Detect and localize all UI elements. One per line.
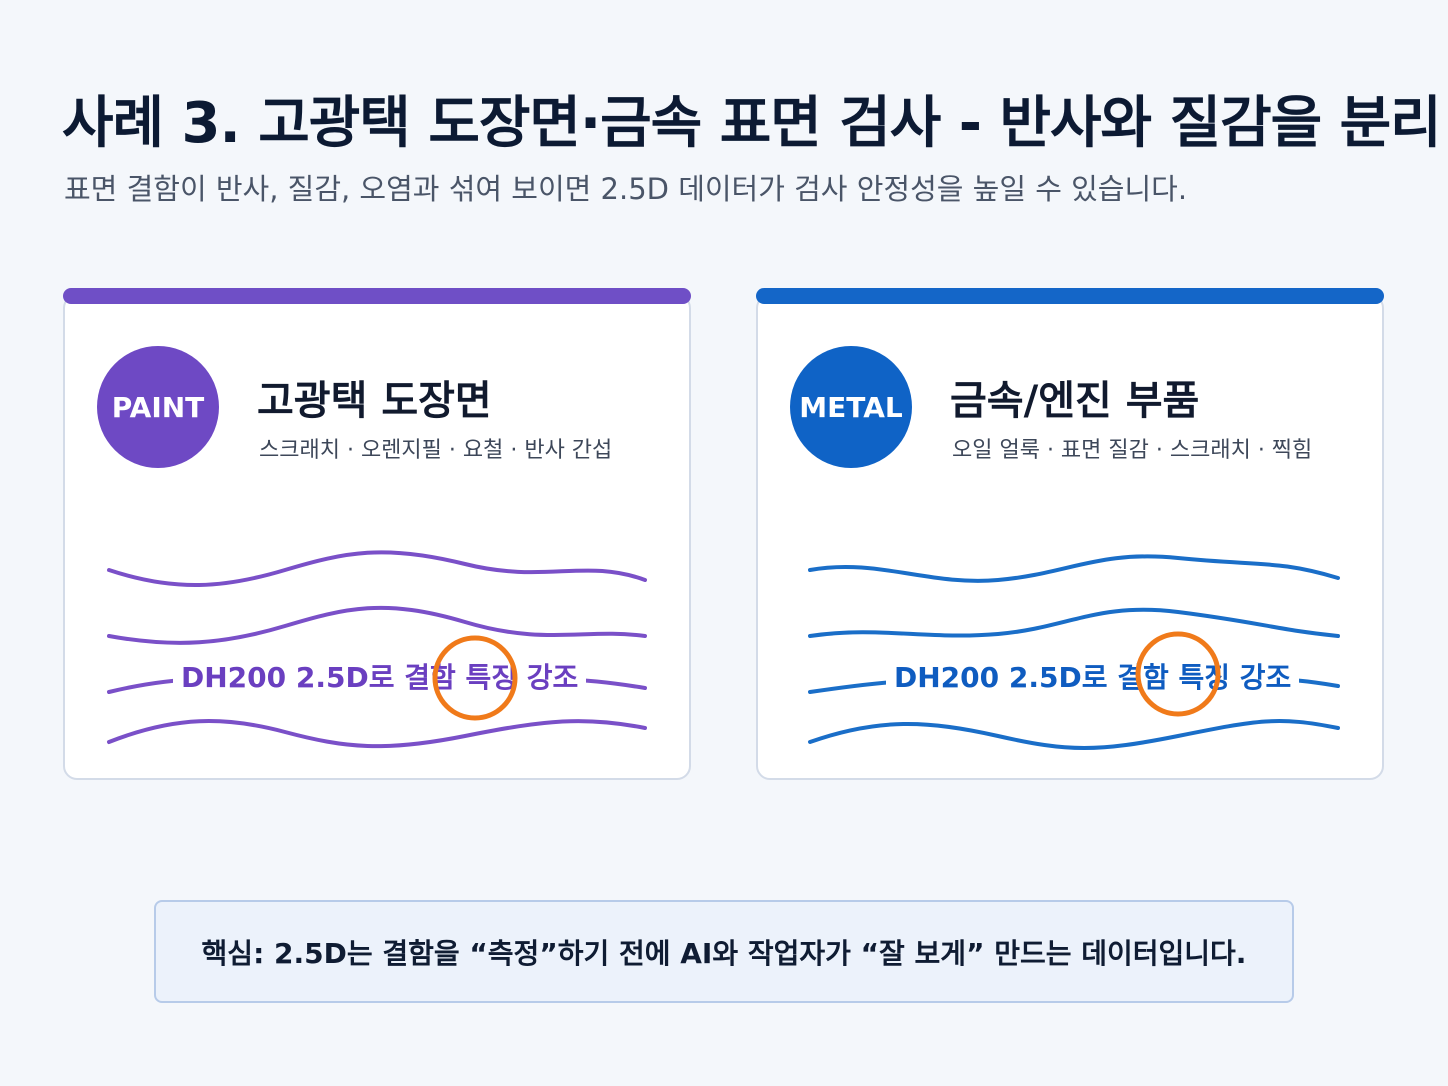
- card-tags: 스크래치 · 오렌지필 · 요철 · 반사 간섭: [259, 438, 613, 463]
- card-title: 금속/엔진 부품: [950, 378, 1200, 424]
- page-subtitle: 표면 결함이 반사, 질감, 오염과 섞여 보이면 2.5D 데이터가 검사 안…: [64, 172, 1188, 206]
- defect-highlight-ring: [432, 635, 518, 721]
- wave-label: DH200 2.5D로 결함 특징 강조: [886, 658, 1300, 698]
- paint-card: PAINT 고광택 도장면 스크래치 · 오렌지필 · 요철 · 반사 간섭 D…: [63, 288, 691, 780]
- key-takeaway-text: 핵심: 2.5D는 결함을 “측정”하기 전에 AI와 작업자가 “잘 보게” …: [201, 936, 1247, 970]
- wave-line: [808, 554, 1340, 583]
- wave-line: [107, 605, 647, 645]
- page-title: 사례 3. 고광택 도장면·금속 표면 검사 - 반사와 질감을 분리: [62, 91, 1442, 156]
- wave-line: [808, 719, 1340, 750]
- wave-line: [107, 550, 647, 587]
- wave-line: [808, 607, 1340, 638]
- paint-badge: PAINT: [97, 346, 219, 468]
- metal-card: METAL 금속/엔진 부품 오일 얼룩 · 표면 질감 · 스크래치 · 찍힘…: [756, 288, 1384, 780]
- key-takeaway-box: 핵심: 2.5D는 결함을 “측정”하기 전에 AI와 작업자가 “잘 보게” …: [154, 900, 1294, 1003]
- card-tags: 오일 얼룩 · 표면 질감 · 스크래치 · 찍힘: [952, 438, 1313, 463]
- card-title: 고광택 도장면: [257, 378, 492, 424]
- metal-badge: METAL: [790, 346, 912, 468]
- wave-line: [107, 719, 647, 749]
- defect-highlight-ring: [1135, 631, 1221, 717]
- card-accent-bar: [63, 288, 691, 304]
- card-accent-bar: [756, 288, 1384, 304]
